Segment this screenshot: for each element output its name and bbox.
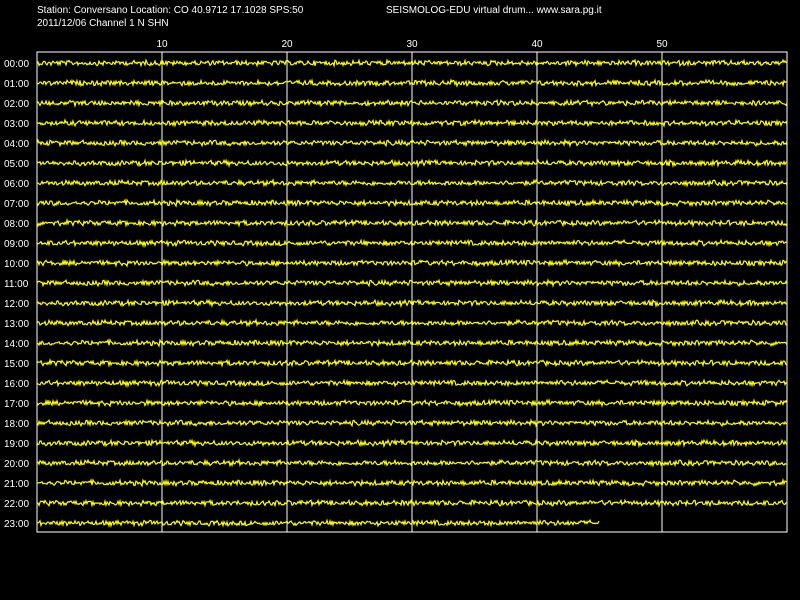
x-tick-label: 50 (656, 39, 668, 50)
trace-1200 (36, 298, 788, 309)
hour-label: 06:00 (4, 179, 29, 190)
trace-0000 (36, 58, 788, 69)
hour-label: 13:00 (4, 319, 29, 330)
trace-1600 (36, 378, 788, 389)
seismic-traces (36, 58, 788, 529)
trace-1000 (36, 258, 788, 268)
hour-label: 17:00 (4, 399, 29, 410)
hour-label: 18:00 (4, 419, 29, 430)
hour-label: 01:00 (4, 79, 29, 90)
trace-1800 (36, 418, 788, 428)
hour-labels: 00:00 01:00 02:00 03:00 04:00 05:00 06:00 07:00… (4, 59, 29, 530)
trace-1700 (36, 398, 788, 408)
trace-0700 (36, 198, 788, 208)
x-tick-label: 20 (281, 39, 293, 50)
hour-label: 08:00 (4, 219, 29, 230)
x-tick-labels: 10 20 30 40 50 (156, 39, 668, 50)
trace-0300 (36, 118, 788, 128)
program-info: SEISMOLOG-EDU virtual drum... www.sara.p… (386, 5, 602, 16)
hour-label: 21:00 (4, 479, 29, 490)
trace-0900 (36, 238, 788, 249)
trace-2000 (36, 458, 788, 468)
trace-0500 (36, 158, 788, 169)
hour-label: 09:00 (4, 239, 29, 250)
date-channel-info: 2011/12/06 Channel 1 N SHN (37, 18, 169, 29)
trace-1400 (36, 338, 788, 348)
hour-label: 14:00 (4, 339, 29, 350)
trace-0100 (36, 78, 787, 88)
x-tick-label: 30 (406, 39, 418, 50)
hour-label: 15:00 (4, 359, 29, 370)
hour-label: 16:00 (4, 379, 29, 390)
x-tick-label: 10 (156, 39, 168, 50)
hour-label: 19:00 (4, 439, 29, 450)
hour-label: 07:00 (4, 199, 29, 210)
trace-1300 (36, 318, 788, 328)
hour-label: 00:00 (4, 59, 29, 70)
trace-2300 (36, 518, 600, 529)
trace-1900 (36, 438, 788, 449)
hour-label: 20:00 (4, 459, 29, 470)
trace-2100 (36, 477, 788, 488)
hour-label: 02:00 (4, 99, 29, 110)
trace-0400 (36, 138, 788, 148)
trace-0800 (36, 217, 788, 228)
hour-label: 12:00 (4, 299, 29, 310)
trace-1100 (36, 278, 788, 288)
grid-lines (161, 52, 663, 532)
hour-label: 22:00 (4, 499, 29, 510)
hour-label: 23:00 (4, 519, 29, 530)
trace-1500 (36, 357, 788, 368)
trace-2200 (36, 498, 788, 508)
hour-label: 10:00 (4, 259, 29, 270)
hour-label: 11:00 (4, 279, 29, 290)
hour-label: 03:00 (4, 119, 29, 130)
trace-0200 (36, 98, 788, 109)
hour-label: 05:00 (4, 159, 29, 170)
hour-label: 04:00 (4, 139, 29, 150)
trace-0600 (36, 178, 788, 188)
station-info: Station: Conversano Location: CO 40.9712… (37, 5, 304, 16)
x-tick-label: 40 (531, 39, 543, 50)
